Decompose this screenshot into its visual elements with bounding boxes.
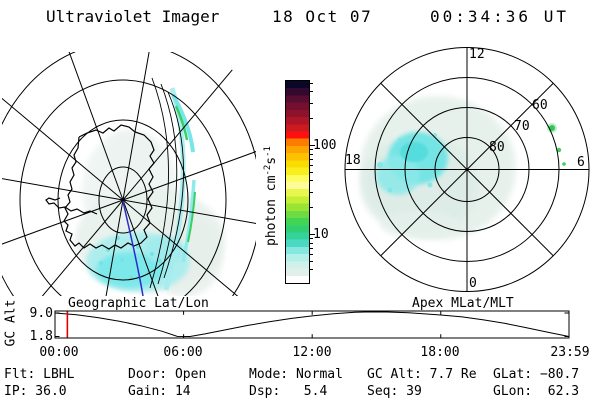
right-panel-title: Apex MLat/MLT (412, 296, 514, 311)
colorbar (285, 80, 310, 284)
mlt-label-12: 12 (469, 47, 485, 62)
xtick-2359: 23:59 (550, 345, 590, 360)
xtick-0000: 00:00 (39, 345, 79, 360)
app-title: Ultraviolet Imager (46, 7, 220, 26)
colorbar-tick-100: 100 (313, 138, 337, 153)
mlt-label-6: 6 (577, 155, 585, 170)
mlt-label-0: 0 (469, 276, 477, 291)
gc-alt-curve (54, 311, 569, 338)
polar-grid (344, 47, 590, 292)
observation-time: 00:34:36 UT (430, 7, 569, 26)
status-flt: Flt: LBHL (4, 367, 75, 382)
status-glon: GLon: 62.3 (493, 384, 580, 399)
antarctica-coastline (45, 124, 155, 250)
aurora-emission-right (360, 96, 566, 240)
status-seq: Seq: 39 (367, 384, 422, 399)
unit-sup-1: -1 (262, 146, 273, 157)
colorbar-ticks (309, 80, 317, 282)
mlat-label-70: 70 (514, 119, 530, 134)
observation-date: 18 Oct 07 (272, 7, 373, 26)
xtick-1800: 18:00 (420, 345, 460, 360)
status-gain: Gain: 14 (128, 384, 191, 399)
status-door: Door: Open (128, 367, 207, 382)
apex-polar-panel (344, 47, 590, 292)
status-dsp: Dsp: 5.4 (249, 384, 328, 399)
geographic-map-panel (2, 52, 256, 296)
ytick-1-8: 1.8 (29, 329, 53, 344)
xtick-1200: 12:00 (292, 345, 332, 360)
mlat-label-80: 80 (489, 140, 505, 155)
colorbar-tick-10: 10 (313, 227, 329, 242)
status-mode: Mode: Normal (249, 367, 343, 382)
unit-sup-2: -2 (262, 164, 273, 176)
status-glat: GLat: −80.7 (493, 367, 580, 382)
mlat-label-60: 60 (532, 98, 548, 113)
unit-mid: s (264, 156, 280, 165)
status-ip: IP: 36.0 (4, 384, 67, 399)
unit-base: photon cm (264, 175, 280, 246)
altitude-plot (54, 310, 570, 339)
left-panel-title: Geographic Lat/Lon (68, 296, 209, 311)
dayglow-spots (547, 123, 566, 166)
status-gcalt: GC Alt: 7.7 Re (367, 367, 477, 382)
ytick-9: 9.0 (29, 306, 53, 321)
geographic-grid (2, 52, 256, 296)
mlt-label-18: 18 (345, 153, 361, 168)
xtick-0600: 06:00 (163, 345, 203, 360)
spacecraft-track (122, 200, 144, 296)
